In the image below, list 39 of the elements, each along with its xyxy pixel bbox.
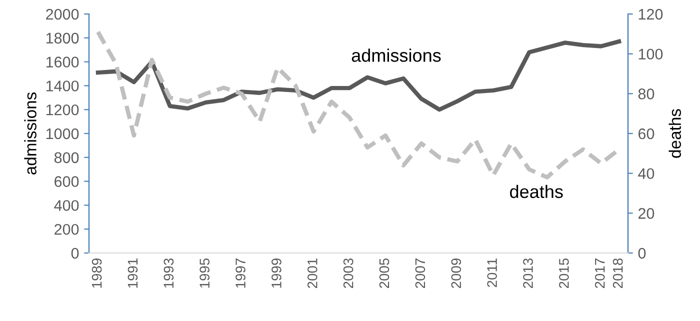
y-tick-label: 200 (54, 224, 79, 235)
x-tick-label: 2018 (612, 258, 623, 288)
x-tick-label: 2009 (451, 258, 462, 288)
y2-tick-label: 0 (638, 248, 646, 259)
y-tick-label: 1200 (46, 104, 79, 116)
y-tick-label: 1800 (46, 32, 79, 44)
x-tick-label: 2007 (415, 258, 426, 288)
y2-axis-title: deaths (668, 109, 682, 158)
y-tick-label: 600 (54, 176, 79, 187)
y2-tick-label: 20 (638, 208, 654, 219)
line-series (96, 39, 622, 112)
series-label: deaths (510, 184, 563, 198)
x-tick-label: 1991 (128, 258, 138, 288)
y2-tick-label: 100 (638, 48, 663, 60)
x-tick-label: 2013 (523, 258, 533, 288)
y-tick-label: 0 (71, 248, 79, 259)
x-tick-label: 1999 (272, 258, 282, 288)
x-tick-label: 1993 (164, 258, 174, 288)
y-tick-label: 400 (54, 200, 79, 211)
y2-tick-label: 120 (638, 8, 663, 20)
series-label: admissions (352, 48, 441, 62)
y-tick-label: 1000 (46, 128, 79, 140)
y2-tick-label: 80 (638, 88, 654, 100)
x-tick-label: 2003 (343, 258, 354, 288)
y2-tick-label: 40 (638, 168, 654, 180)
x-tick-label: 2015 (559, 258, 569, 288)
x-tick-label: 1989 (92, 258, 102, 288)
y-tick-label: 1600 (46, 56, 79, 68)
y-tick-label: 1400 (46, 80, 79, 92)
x-tick-label: 2001 (307, 258, 318, 288)
y-tick-label: 800 (54, 152, 79, 164)
x-tick-label: 2017 (594, 258, 605, 288)
y-tick-label: 2000 (46, 8, 79, 20)
x-tick-label: 2005 (379, 258, 390, 288)
y2-tick-label: 60 (638, 128, 654, 140)
x-tick-label: 2011 (487, 258, 497, 288)
x-tick-label: 1995 (200, 258, 210, 288)
x-tick-label: 1997 (236, 258, 246, 288)
y-axis-title: admissions (24, 92, 36, 174)
